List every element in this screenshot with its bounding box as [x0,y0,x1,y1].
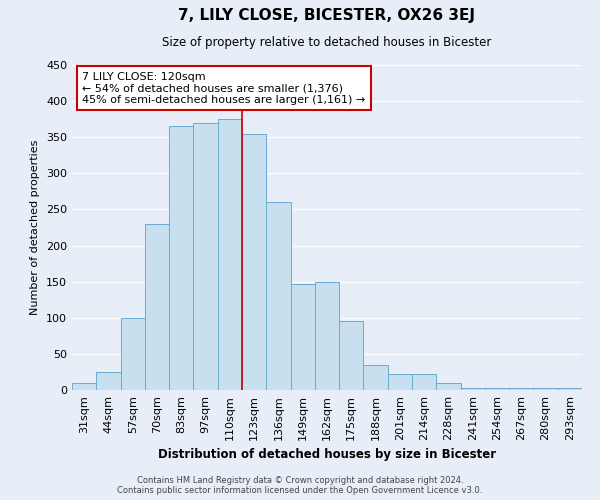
Bar [193,123,218,390]
Bar [558,388,582,390]
Bar [72,383,96,390]
Bar [533,388,558,390]
Bar [121,318,145,390]
Bar [218,119,242,390]
Bar [145,224,169,390]
Text: Size of property relative to detached houses in Bicester: Size of property relative to detached ho… [163,36,491,49]
Bar [266,202,290,390]
Bar [339,320,364,390]
Bar [96,372,121,390]
Bar [388,374,412,390]
Bar [461,388,485,390]
Bar [412,374,436,390]
Text: 7, LILY CLOSE, BICESTER, OX26 3EJ: 7, LILY CLOSE, BICESTER, OX26 3EJ [179,8,476,23]
Bar [242,134,266,390]
Bar [509,388,533,390]
Text: 7 LILY CLOSE: 120sqm
← 54% of detached houses are smaller (1,376)
45% of semi-de: 7 LILY CLOSE: 120sqm ← 54% of detached h… [82,72,365,104]
Y-axis label: Number of detached properties: Number of detached properties [31,140,40,315]
Bar [485,388,509,390]
Bar [290,284,315,390]
Text: Contains HM Land Registry data © Crown copyright and database right 2024.
Contai: Contains HM Land Registry data © Crown c… [118,476,482,495]
X-axis label: Distribution of detached houses by size in Bicester: Distribution of detached houses by size … [158,448,496,462]
Bar [436,383,461,390]
Bar [364,364,388,390]
Bar [169,126,193,390]
Bar [315,282,339,390]
